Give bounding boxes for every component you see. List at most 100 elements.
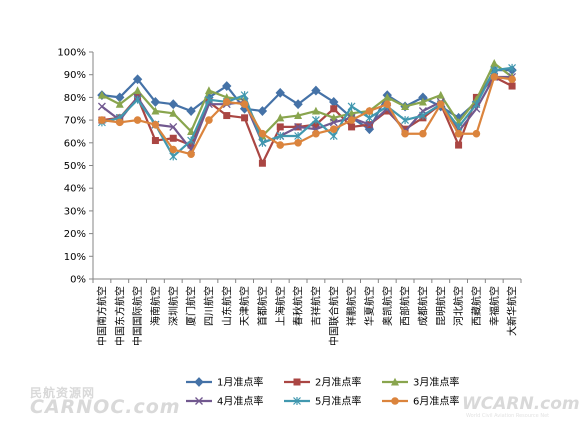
data-point: [294, 131, 303, 140]
data-point: [275, 87, 285, 98]
x-category-label: 河北航空: [452, 286, 465, 326]
axes: 0%10%20%30%40%50%60%70%80%90%100%中国南方航空中…: [57, 48, 522, 346]
x-category-label: 山东航空: [220, 286, 233, 326]
x-category-label: 西部航空: [399, 286, 412, 326]
y-tick-label: 20%: [64, 229, 86, 240]
data-point: [151, 120, 160, 129]
data-point: [133, 95, 142, 104]
data-point: [365, 113, 374, 122]
data-point: [472, 100, 481, 109]
data-point: [187, 127, 196, 135]
legend-marker: [194, 377, 204, 387]
x-category-label: 深圳航空: [167, 286, 180, 326]
wcarn-watermark-sub: World Civil Aviation Resource Net: [466, 413, 550, 419]
data-point: [276, 123, 284, 131]
x-category-label: 中国东方航空: [113, 286, 126, 346]
data-point: [186, 106, 196, 116]
data-point: [258, 129, 267, 138]
data-point: [133, 86, 142, 95]
data-point: [258, 159, 266, 167]
data-point: [294, 122, 303, 131]
y-tick-label: 80%: [64, 93, 86, 104]
data-point: [169, 122, 178, 131]
x-category-label: 吉祥航空: [309, 286, 322, 326]
data-point: [151, 137, 159, 145]
data-point: [347, 116, 356, 124]
series-line: [100, 75, 514, 156]
legend: 1月准点率 2月准点率 3月准点率 4月准点率 5月准点率 6月准点率: [186, 376, 459, 408]
data-point: [490, 59, 499, 67]
x-category-label: 上海航空: [274, 286, 287, 326]
x-category-label: 昆明航空: [434, 286, 447, 326]
data-point: [293, 99, 303, 110]
data-point: [97, 102, 106, 111]
data-point: [311, 85, 321, 96]
legend-item: 3月准点率: [382, 376, 459, 389]
data-point: [508, 63, 517, 72]
data-point: [311, 106, 320, 115]
y-tick-label: 50%: [64, 161, 86, 172]
data-point: [168, 99, 178, 110]
data-point: [436, 90, 445, 99]
y-tick-label: 40%: [64, 184, 86, 195]
y-tick-label: 30%: [64, 206, 86, 217]
data-point: [294, 111, 303, 120]
data-point: [312, 129, 320, 138]
x-category-label: 天津航空: [238, 286, 251, 326]
x-category-label: 幸福航空: [488, 286, 501, 326]
legend-marker: [391, 377, 399, 386]
data-point: [150, 97, 161, 107]
x-category-label: 祥鹏航空: [345, 286, 358, 326]
data-point: [222, 81, 232, 91]
data-point: [401, 129, 409, 138]
carnoc-watermark: CARNOC.com: [30, 396, 181, 418]
data-point: [132, 74, 143, 85]
legend-marker: [391, 397, 399, 405]
data-point: [311, 116, 320, 125]
data-point: [312, 121, 320, 129]
data-point: [365, 107, 374, 115]
legend-item: 1月准点率: [186, 376, 263, 389]
data-point: [240, 91, 249, 100]
carnoc-watermark-cn: 民航资源网: [30, 386, 96, 400]
data-point: [383, 93, 392, 101]
x-category-label: 中国联合航空: [327, 286, 340, 346]
legend-marker: [293, 378, 301, 386]
x-category-label: 厦门航空: [185, 286, 198, 326]
data-point: [490, 66, 499, 75]
x-category-label: 中国南方航空: [95, 286, 108, 346]
data-point: [418, 97, 427, 106]
x-category-label: 四川航空: [202, 286, 215, 326]
data-point: [258, 138, 267, 147]
data-point: [294, 139, 302, 147]
data-point: [329, 113, 338, 122]
data-point: [365, 120, 374, 129]
legend-marker: [293, 397, 301, 405]
data-point: [419, 129, 427, 138]
data-point: [330, 105, 338, 113]
data-point: [329, 131, 338, 140]
data-point: [276, 113, 285, 122]
data-point: [347, 108, 356, 117]
data-point: [169, 152, 178, 161]
data-point: [472, 129, 481, 138]
legend-label: 2月准点率: [315, 376, 361, 389]
data-point: [329, 125, 338, 133]
y-tick-label: 70%: [64, 116, 86, 127]
data-point: [508, 82, 516, 90]
legend-marker: [195, 397, 203, 405]
data-point: [222, 98, 231, 106]
data-point: [187, 150, 195, 158]
data-point: [455, 141, 463, 149]
legend-item: 6月准点率: [382, 395, 459, 408]
series-6: [98, 73, 516, 158]
x-category-label: 成都航空: [416, 286, 429, 326]
data-point: [383, 100, 392, 109]
data-point: [436, 100, 445, 109]
data-point: [204, 86, 213, 95]
x-category-label: 大新华航空: [506, 286, 519, 336]
legend-label: 4月准点率: [217, 395, 263, 408]
y-tick-label: 0%: [70, 275, 86, 286]
legend-label: 6月准点率: [413, 395, 459, 408]
